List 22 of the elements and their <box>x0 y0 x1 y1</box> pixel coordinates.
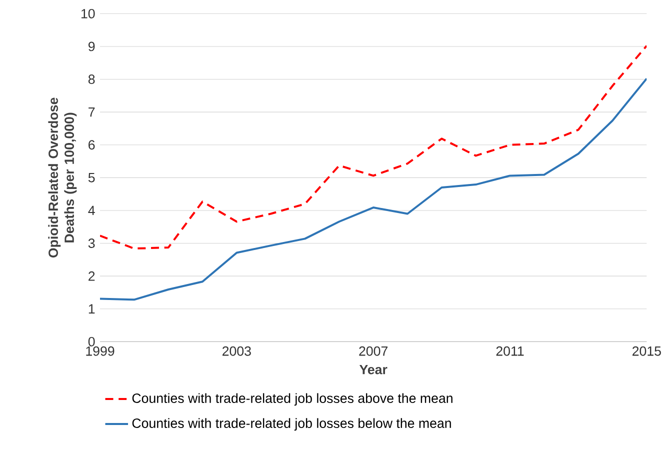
y-tick-label: 0 <box>88 336 95 346</box>
x-tick-label: 1999 <box>86 346 114 356</box>
y-tick-label: 4 <box>88 206 95 216</box>
y-tick-label: 1 <box>88 304 95 314</box>
y-axis-title: Opioid-Related Overdose Deaths (per 100,000) <box>48 98 77 258</box>
y-tick-label: 6 <box>88 140 95 150</box>
x-tick-label: 2007 <box>359 346 388 356</box>
y-tick-label: 10 <box>81 8 95 18</box>
legend-label: Counties with trade-related job losses below the mean <box>132 418 451 431</box>
line-series <box>100 78 647 301</box>
x-tick-label: 2015 <box>632 346 661 356</box>
x-axis-title: Year <box>359 364 388 374</box>
y-tick-label: 3 <box>88 238 95 248</box>
x-tick-label: 2003 <box>222 346 251 356</box>
y-tick-label: 8 <box>88 74 95 84</box>
line-series <box>100 44 647 250</box>
y-tick-label: 2 <box>88 271 95 281</box>
y-tick-label: 9 <box>88 42 95 52</box>
y-tick-label: 5 <box>88 173 95 182</box>
y-tick-label: 7 <box>88 107 95 117</box>
legend-label: Counties with trade-related job losses above the mean <box>132 393 452 406</box>
x-tick-label: 2011 <box>496 346 524 356</box>
